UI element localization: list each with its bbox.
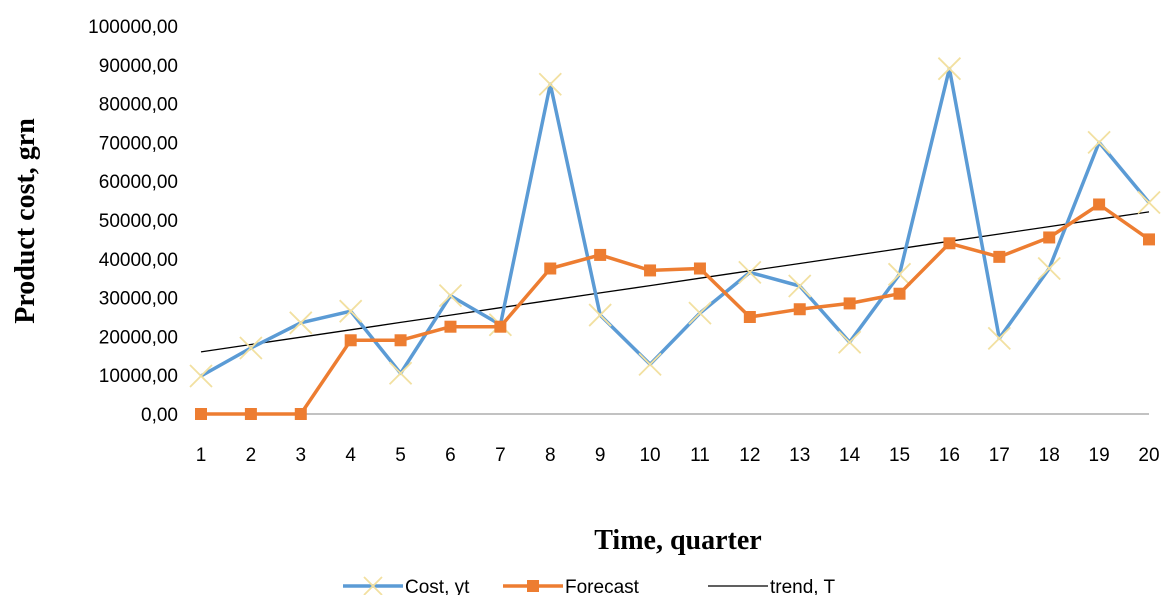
y-tick-label: 20000,00 xyxy=(99,327,178,348)
x-tick-label: 10 xyxy=(639,445,660,466)
legend-swatch-marker xyxy=(363,576,383,595)
data-point xyxy=(594,248,607,261)
x-tick-label: 13 xyxy=(789,445,810,466)
y-tick-label: 10000,00 xyxy=(99,366,178,387)
legend-item: Cost, yt xyxy=(343,576,470,595)
y-tick-label: 90000,00 xyxy=(99,56,178,77)
x-tick-label: 14 xyxy=(839,445,861,466)
data-point xyxy=(993,250,1006,263)
x-axis-ticks: 1 2 3 4 5 6 7 8 9 10 11 12 13 14 15 16 17 18 19 20 xyxy=(196,445,1160,466)
legend-swatch-marker xyxy=(527,580,539,592)
data-point xyxy=(693,262,706,275)
x-tick-label: 9 xyxy=(595,445,606,466)
x-tick-label: 16 xyxy=(939,445,960,466)
data-point xyxy=(1137,190,1161,215)
series-forecast xyxy=(195,198,1155,420)
x-tick-label: 20 xyxy=(1138,445,1159,466)
data-point xyxy=(887,262,912,286)
data-point xyxy=(987,326,1011,350)
data-point xyxy=(239,336,263,360)
data-point xyxy=(438,284,463,308)
data-point xyxy=(344,334,357,347)
y-tick-label: 0,00 xyxy=(141,405,178,426)
series-line xyxy=(201,202,1151,416)
series-cost-yt xyxy=(189,57,1161,388)
data-point xyxy=(494,320,507,333)
x-tick-label: 15 xyxy=(889,445,910,466)
x-tick-label: 11 xyxy=(690,445,710,466)
y-tick-label: 40000,00 xyxy=(99,250,178,271)
data-point xyxy=(1143,233,1155,246)
y-tick-label: 100000,00 xyxy=(88,17,178,38)
legend-label: trend, T xyxy=(770,577,836,595)
data-point xyxy=(837,330,862,354)
x-tick-label: 2 xyxy=(246,445,257,466)
x-tick-label: 5 xyxy=(395,445,406,466)
data-point xyxy=(638,352,662,376)
data-point xyxy=(843,297,856,310)
data-point xyxy=(788,274,812,298)
data-point xyxy=(394,334,407,347)
x-tick-label: 4 xyxy=(345,445,356,466)
legend-label: Cost, yt xyxy=(405,577,470,595)
legend-label: Forecast xyxy=(565,577,640,595)
y-tick-label: 70000,00 xyxy=(99,133,178,154)
legend-item: Forecast xyxy=(503,577,640,595)
data-point xyxy=(294,408,307,420)
data-point xyxy=(195,408,207,420)
data-point xyxy=(1087,130,1111,155)
y-tick-label: 60000,00 xyxy=(99,172,178,193)
data-point xyxy=(444,320,457,333)
y-tick-label: 80000,00 xyxy=(99,95,178,116)
legend: Cost, yt Forecast trend, T xyxy=(343,576,836,595)
x-tick-label: 7 xyxy=(495,445,506,466)
x-tick-label: 6 xyxy=(445,445,456,466)
data-point xyxy=(588,303,612,327)
x-tick-label: 12 xyxy=(739,445,760,466)
x-tick-label: 19 xyxy=(1089,445,1110,466)
plot-area xyxy=(189,57,1161,420)
data-point xyxy=(793,303,806,316)
x-tick-label: 1 xyxy=(196,445,207,466)
y-axis-title: Product cost, grn xyxy=(10,118,41,324)
series-trend-t xyxy=(200,211,1150,353)
series-line xyxy=(200,66,1151,378)
x-tick-label: 18 xyxy=(1039,445,1060,466)
data-point xyxy=(688,301,712,325)
data-point xyxy=(189,364,213,388)
data-point xyxy=(937,57,962,81)
data-point xyxy=(388,361,413,385)
data-point xyxy=(644,264,657,277)
x-tick-label: 3 xyxy=(296,445,307,466)
x-tick-label: 8 xyxy=(545,445,556,466)
x-axis-title: Time, quarter xyxy=(594,525,761,556)
series-line xyxy=(200,211,1150,353)
data-point xyxy=(538,72,562,96)
data-point xyxy=(743,311,756,323)
legend-item: trend, T xyxy=(708,577,836,595)
data-point xyxy=(1093,198,1106,211)
data-point xyxy=(943,237,956,250)
y-tick-label: 50000,00 xyxy=(99,211,178,232)
y-axis-ticks: 0,00 10000,00 20000,00 30000,00 40000,00 5000… xyxy=(88,17,178,426)
data-point xyxy=(1043,231,1056,244)
data-point xyxy=(339,299,363,323)
data-point xyxy=(544,262,557,275)
data-point xyxy=(1037,256,1061,281)
data-point xyxy=(738,260,762,285)
data-point xyxy=(893,287,906,300)
data-point xyxy=(244,408,257,420)
data-point xyxy=(289,311,313,335)
x-tick-label: 17 xyxy=(989,445,1010,466)
y-tick-label: 30000,00 xyxy=(99,289,178,310)
